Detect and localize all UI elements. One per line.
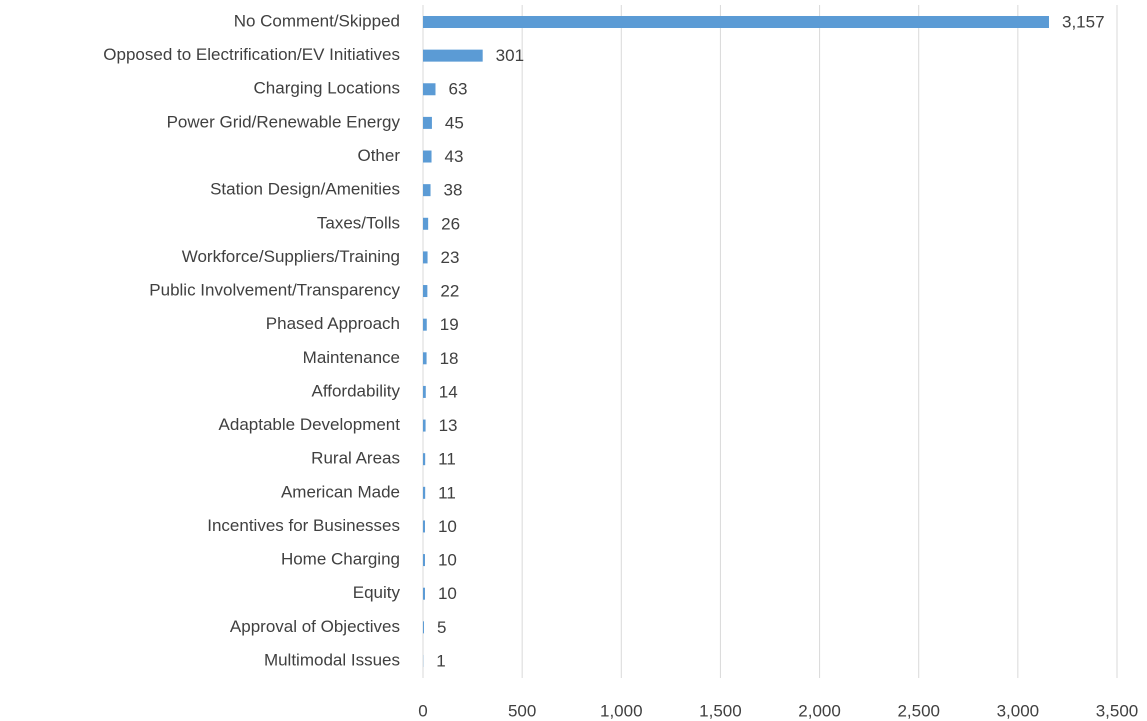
bar bbox=[423, 554, 425, 567]
x-tick-label: 3,000 bbox=[997, 701, 1040, 720]
y-tick-label: Adaptable Development bbox=[219, 415, 401, 434]
data-label: 10 bbox=[438, 584, 457, 603]
y-tick-label: American Made bbox=[281, 482, 400, 501]
y-tick-label: Multimodal Issues bbox=[264, 650, 400, 669]
bar bbox=[423, 520, 425, 533]
bar bbox=[423, 318, 427, 331]
bar bbox=[423, 285, 428, 298]
y-tick-label: Taxes/Tolls bbox=[317, 213, 400, 232]
bar bbox=[423, 486, 426, 499]
y-tick-label: Public Involvement/Transparency bbox=[149, 281, 400, 300]
data-label: 38 bbox=[444, 181, 463, 200]
y-tick-label: No Comment/Skipped bbox=[234, 11, 400, 30]
bar bbox=[423, 587, 425, 600]
y-tick-label: Station Design/Amenities bbox=[210, 180, 400, 199]
data-label: 301 bbox=[496, 46, 524, 65]
y-tick-label: Other bbox=[357, 146, 400, 165]
bar bbox=[423, 621, 424, 634]
y-tick-label: Opposed to Electrification/EV Initiative… bbox=[103, 45, 400, 64]
data-label: 1 bbox=[436, 651, 445, 670]
x-tick-label: 1,500 bbox=[699, 701, 742, 720]
data-label: 63 bbox=[448, 80, 467, 99]
bar bbox=[423, 184, 431, 197]
x-tick-label: 0 bbox=[418, 701, 427, 720]
x-tick-label: 2,000 bbox=[798, 701, 841, 720]
data-label: 14 bbox=[439, 382, 458, 401]
bar bbox=[423, 217, 429, 230]
data-label: 22 bbox=[440, 282, 459, 301]
y-tick-label: Charging Locations bbox=[254, 79, 400, 98]
y-tick-label: Home Charging bbox=[281, 550, 400, 569]
y-tick-label: Approval of Objectives bbox=[230, 617, 400, 636]
x-tick-label: 2,500 bbox=[897, 701, 940, 720]
bar bbox=[423, 251, 428, 264]
y-tick-label: Maintenance bbox=[303, 348, 400, 367]
data-label: 19 bbox=[440, 315, 459, 334]
y-tick-label: Incentives for Businesses bbox=[207, 516, 400, 535]
data-label: 43 bbox=[445, 147, 464, 166]
x-tick-label: 3,500 bbox=[1096, 701, 1139, 720]
data-label: 13 bbox=[439, 416, 458, 435]
bar bbox=[423, 16, 1049, 28]
bar bbox=[423, 385, 426, 398]
data-label: 45 bbox=[445, 113, 464, 132]
data-label: 10 bbox=[438, 517, 457, 536]
bar bbox=[423, 83, 436, 96]
bar bbox=[423, 49, 483, 62]
data-label: 11 bbox=[438, 450, 456, 469]
data-label: 3,157 bbox=[1062, 12, 1105, 31]
y-tick-label: Affordability bbox=[311, 381, 400, 400]
bar bbox=[423, 116, 432, 129]
y-tick-label: Rural Areas bbox=[311, 449, 400, 468]
data-label: 11 bbox=[438, 483, 456, 502]
data-label: 23 bbox=[441, 248, 460, 267]
y-tick-label: Equity bbox=[353, 583, 401, 602]
bar bbox=[423, 150, 432, 163]
x-tick-label: 500 bbox=[508, 701, 536, 720]
data-label: 18 bbox=[440, 349, 459, 368]
x-tick-label: 1,000 bbox=[600, 701, 643, 720]
data-label: 26 bbox=[441, 214, 460, 233]
y-tick-label: Power Grid/Renewable Energy bbox=[167, 112, 401, 131]
bar bbox=[423, 352, 427, 365]
data-label: 10 bbox=[438, 551, 457, 570]
bar bbox=[423, 453, 426, 466]
y-tick-label: Phased Approach bbox=[266, 314, 400, 333]
data-label: 5 bbox=[437, 618, 446, 637]
bar bbox=[423, 419, 426, 432]
y-tick-label: Workforce/Suppliers/Training bbox=[182, 247, 400, 266]
